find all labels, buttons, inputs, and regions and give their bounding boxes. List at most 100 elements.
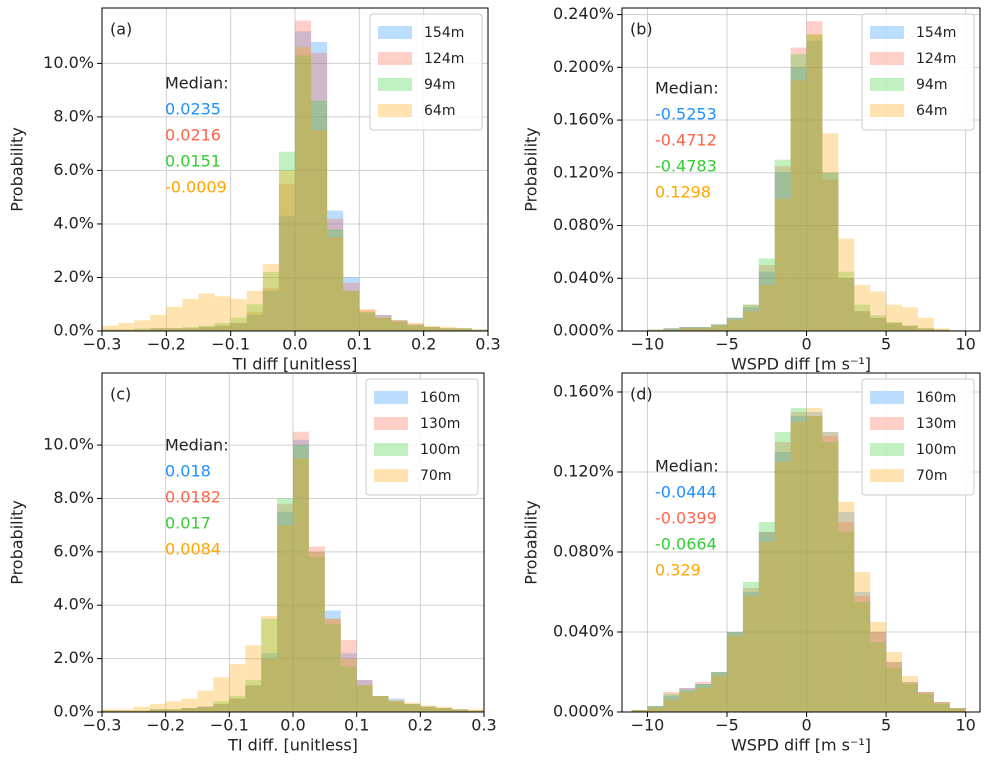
- bar: [102, 709, 118, 712]
- bar: [198, 325, 215, 331]
- bar: [182, 298, 199, 331]
- bar: [468, 710, 484, 712]
- legend-swatch: [374, 391, 408, 404]
- x-tick-label: −0.3: [83, 716, 122, 735]
- bar: [663, 696, 680, 712]
- bar: [647, 329, 664, 331]
- x-tick-label: 0.3: [471, 716, 496, 735]
- bar: [293, 445, 309, 712]
- legend-swatch: [870, 52, 904, 65]
- x-tick-label: −10: [631, 335, 665, 354]
- median-label: -0.5253: [655, 105, 717, 124]
- bar: [806, 34, 823, 332]
- y-tick-label: 0.0%: [53, 321, 94, 340]
- bar: [870, 632, 887, 712]
- bar: [165, 701, 182, 712]
- panel: −0.3 −0.2 −0.1 0.0 0.1 0.2 0.3 0.0% 2.0% 4.0% 6.0%…: [8, 7, 501, 374]
- bar: [150, 328, 167, 331]
- bar: [711, 325, 728, 331]
- bar: [327, 229, 344, 331]
- x-tick-label: 10: [956, 335, 976, 354]
- bar: [742, 592, 759, 712]
- bar: [436, 707, 453, 712]
- bar: [118, 329, 135, 331]
- bar: [375, 317, 392, 331]
- bar: [246, 312, 263, 331]
- panel: −10 −5 0 5 10 0.000% 0.040% 0.080% 0.120% 0.160% 0…: [522, 4, 981, 374]
- panel: −10 −5 0 5 10 0.000% 0.040% 0.080% 0.120% 0.160% W…: [522, 372, 981, 755]
- bar: [213, 703, 230, 712]
- bar: [663, 328, 680, 331]
- bar: [822, 172, 839, 331]
- bar: [695, 688, 712, 712]
- bar: [420, 706, 437, 712]
- bar: [404, 702, 421, 712]
- bar: [870, 642, 887, 712]
- bar: [420, 705, 437, 712]
- y-tick-label: 0.000%: [553, 702, 614, 721]
- bar: [375, 314, 392, 331]
- bar: [695, 327, 712, 331]
- bar: [679, 690, 696, 712]
- bar: [213, 701, 230, 712]
- legend: 160m 130m 100m 70m: [365, 378, 479, 496]
- bar: [372, 695, 389, 712]
- bar: [695, 328, 712, 331]
- bar: [133, 706, 150, 712]
- bar: [790, 54, 807, 332]
- bar: [149, 703, 166, 712]
- bar: [229, 695, 246, 712]
- median-label: -0.0444: [655, 483, 717, 502]
- y-tick-label: 10.0%: [43, 435, 94, 454]
- y-tick-label: 0.0%: [53, 702, 94, 721]
- bar: [262, 272, 279, 331]
- bar: [758, 258, 775, 331]
- bar: [356, 679, 373, 712]
- bar: [679, 692, 696, 712]
- legend-label: 160m: [420, 390, 460, 406]
- legend-label: 100m: [916, 442, 956, 458]
- bar: [197, 706, 214, 712]
- axes-frame: [101, 7, 489, 332]
- bar: [308, 546, 325, 712]
- bar: [436, 706, 453, 712]
- x-tick-label: 0.1: [344, 716, 369, 735]
- bar: [423, 326, 440, 331]
- bar: [439, 328, 456, 331]
- legend: 160m 130m 100m 70m: [861, 378, 975, 496]
- median-label: -0.0399: [655, 509, 717, 528]
- bar: [439, 328, 456, 331]
- bar: [886, 662, 903, 712]
- bar: [790, 408, 807, 712]
- median-label: 0.0151: [165, 152, 221, 171]
- bar: [404, 703, 421, 712]
- bar: [838, 502, 855, 712]
- median-label: -0.0009: [165, 178, 227, 197]
- x-axis-label: TI diff. [unitless]: [227, 736, 358, 755]
- bar: [436, 707, 453, 712]
- bar: [311, 130, 328, 331]
- legend-swatch: [374, 469, 408, 482]
- bar: [663, 700, 680, 712]
- bar: [182, 326, 199, 331]
- bar: [727, 636, 743, 712]
- legend-swatch: [378, 52, 412, 65]
- legend-swatch: [870, 78, 904, 91]
- bar: [295, 47, 312, 332]
- bar: [230, 322, 247, 331]
- bar: [806, 21, 823, 331]
- bar: [471, 329, 488, 331]
- bar: [213, 703, 230, 712]
- annotation-title: Median:: [165, 436, 229, 455]
- bar: [917, 692, 934, 712]
- bar: [647, 706, 664, 712]
- bar: [870, 291, 887, 331]
- bar: [933, 328, 950, 331]
- bar: [262, 290, 279, 331]
- x-tick-label: −0.1: [210, 716, 249, 735]
- y-tick-label: 2.0%: [53, 267, 94, 286]
- bar: [117, 710, 134, 712]
- bar: [822, 442, 839, 712]
- bar: [647, 329, 664, 331]
- bar: [711, 324, 728, 331]
